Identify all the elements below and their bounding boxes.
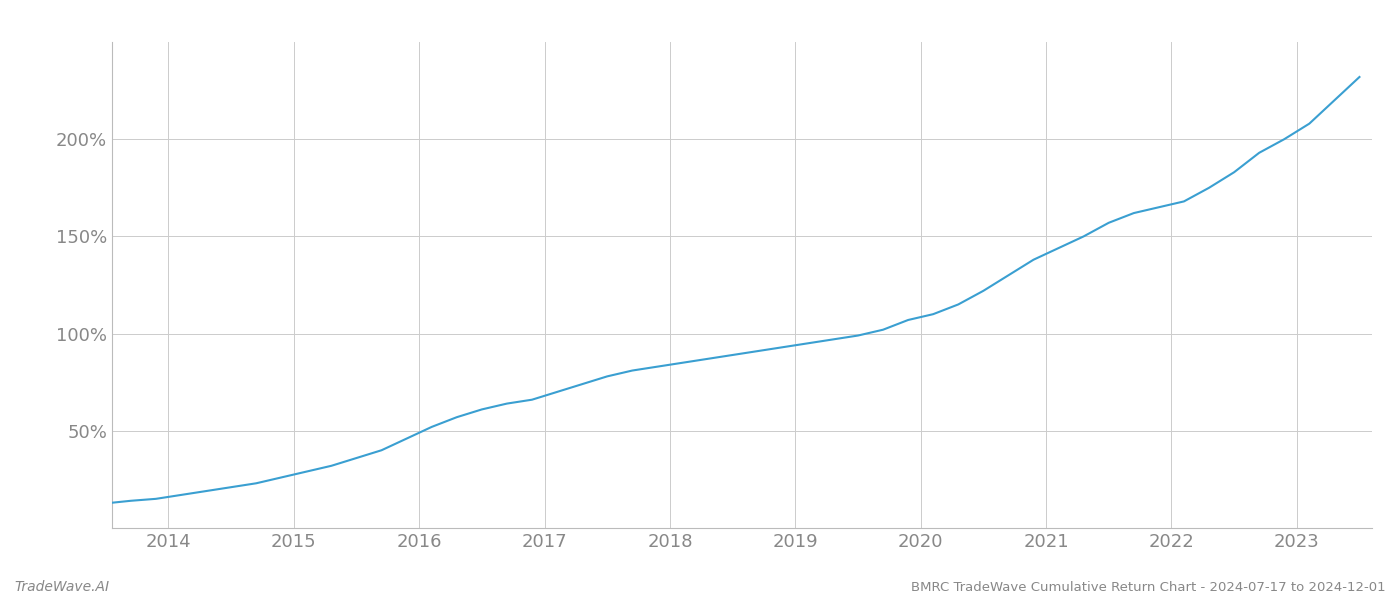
Text: BMRC TradeWave Cumulative Return Chart - 2024-07-17 to 2024-12-01: BMRC TradeWave Cumulative Return Chart -… (911, 581, 1386, 594)
Text: TradeWave.AI: TradeWave.AI (14, 580, 109, 594)
